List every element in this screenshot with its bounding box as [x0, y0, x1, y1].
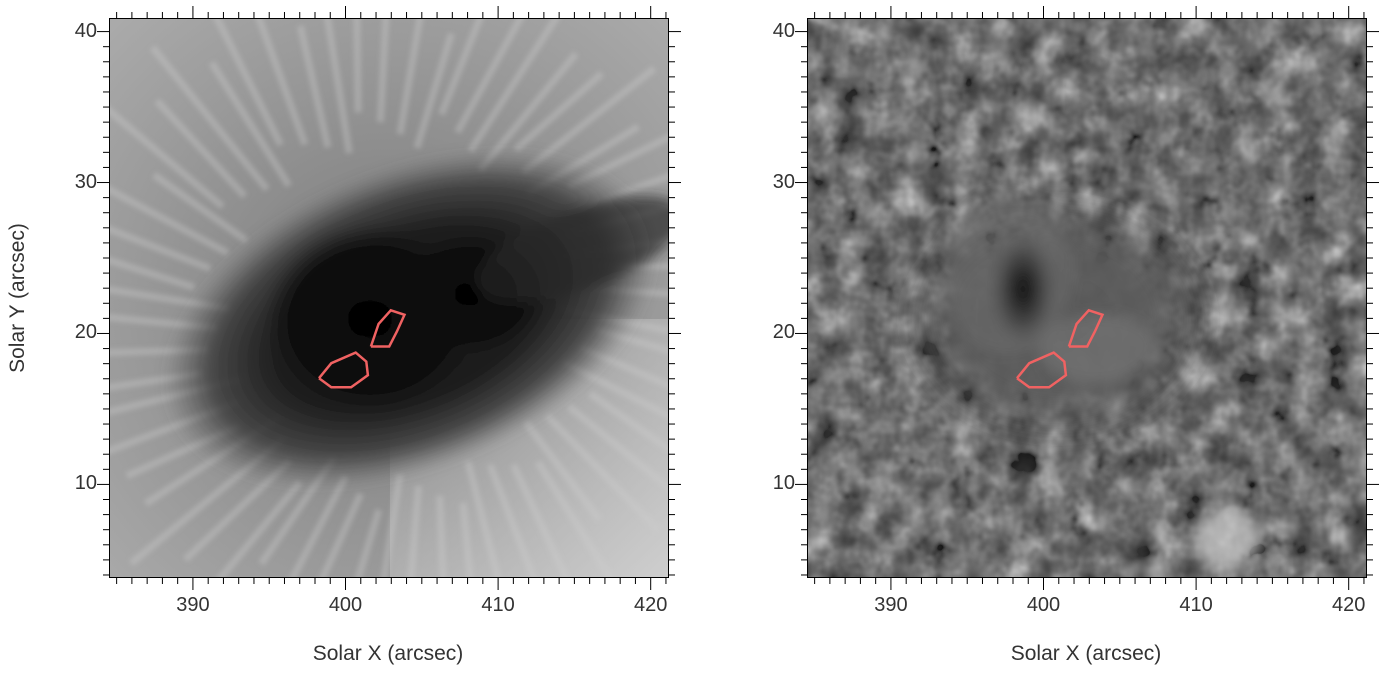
y-tick-left-10: 10 — [74, 472, 97, 495]
x-tick-left-390: 390 — [176, 594, 210, 616]
fibril-streak — [149, 45, 270, 192]
fibril-streak — [486, 463, 538, 577]
fibril-streak — [324, 19, 353, 154]
y-tick-left-40: 40 — [74, 19, 97, 42]
fibril-streak — [510, 463, 570, 577]
right-image-panel — [807, 18, 1367, 578]
lower-large-contour-left — [318, 351, 370, 389]
fibril-streak — [154, 98, 248, 199]
y-tick-left-20: 20 — [74, 321, 97, 344]
fibril-streak — [454, 19, 524, 134]
fibril-streak — [438, 19, 484, 116]
fibril-streak — [464, 460, 502, 577]
upper-small-contour-left — [369, 308, 407, 348]
fibril-streak — [534, 460, 614, 577]
lower-large-contour-right — [1016, 351, 1068, 389]
y-tick-right-20: 20 — [772, 321, 795, 344]
fibril-streak — [289, 474, 349, 577]
fibril-streak — [110, 106, 225, 210]
y-axis-label: Solar Y (arcsec) — [6, 223, 29, 373]
y-tick-right-40: 40 — [772, 19, 795, 42]
x-tick-right-420: 420 — [1332, 594, 1366, 616]
fibril-streak — [110, 225, 212, 272]
fibril-streak — [255, 19, 309, 146]
fibril-streak — [566, 403, 668, 492]
x-tick-left-420: 420 — [634, 594, 668, 616]
fibril-streak — [213, 19, 284, 147]
fibril-streak — [396, 19, 424, 135]
x-axis-label-left: Solar X (arcsec) — [312, 642, 464, 665]
fibril-streak — [110, 256, 196, 291]
fibril-streak — [152, 172, 249, 244]
left-image-panel — [109, 18, 669, 578]
fibril-streak — [319, 492, 364, 577]
left-sunspot-image — [110, 19, 668, 577]
upper-small-contour-right — [1067, 308, 1105, 348]
x-tick-right-390: 390 — [874, 594, 908, 616]
y-tick-right-10: 10 — [772, 472, 795, 495]
x-tick-left-400: 400 — [328, 594, 363, 616]
fibril-streak — [467, 19, 560, 153]
fibril-streak — [376, 19, 390, 123]
fibril-streak — [587, 390, 668, 453]
fibril-streak — [208, 60, 292, 188]
fibril-streak — [436, 495, 447, 577]
fibril-streak — [544, 413, 661, 533]
right-sunspot-image — [808, 19, 1366, 577]
fibril-streak — [459, 502, 474, 577]
x-tick-right-410: 410 — [1179, 594, 1213, 616]
fibril-streak — [216, 479, 303, 577]
fibril-streak — [353, 19, 362, 113]
x-tick-right-400: 400 — [1026, 594, 1061, 616]
y-tick-left-30: 30 — [74, 170, 97, 193]
fibril-streak — [522, 419, 603, 522]
fibril-streak — [354, 508, 383, 577]
x-tick-left-410: 410 — [481, 594, 515, 616]
x-axis-label-right: Solar X (arcsec) — [1010, 642, 1162, 665]
fibril-streak — [296, 25, 332, 149]
fibril-streak — [380, 473, 404, 577]
fibril-streak — [407, 485, 423, 577]
fibril-streak — [413, 32, 455, 149]
fibril-streak — [513, 70, 604, 153]
y-tick-right-30: 30 — [772, 170, 795, 193]
fibril-streak — [110, 186, 230, 257]
